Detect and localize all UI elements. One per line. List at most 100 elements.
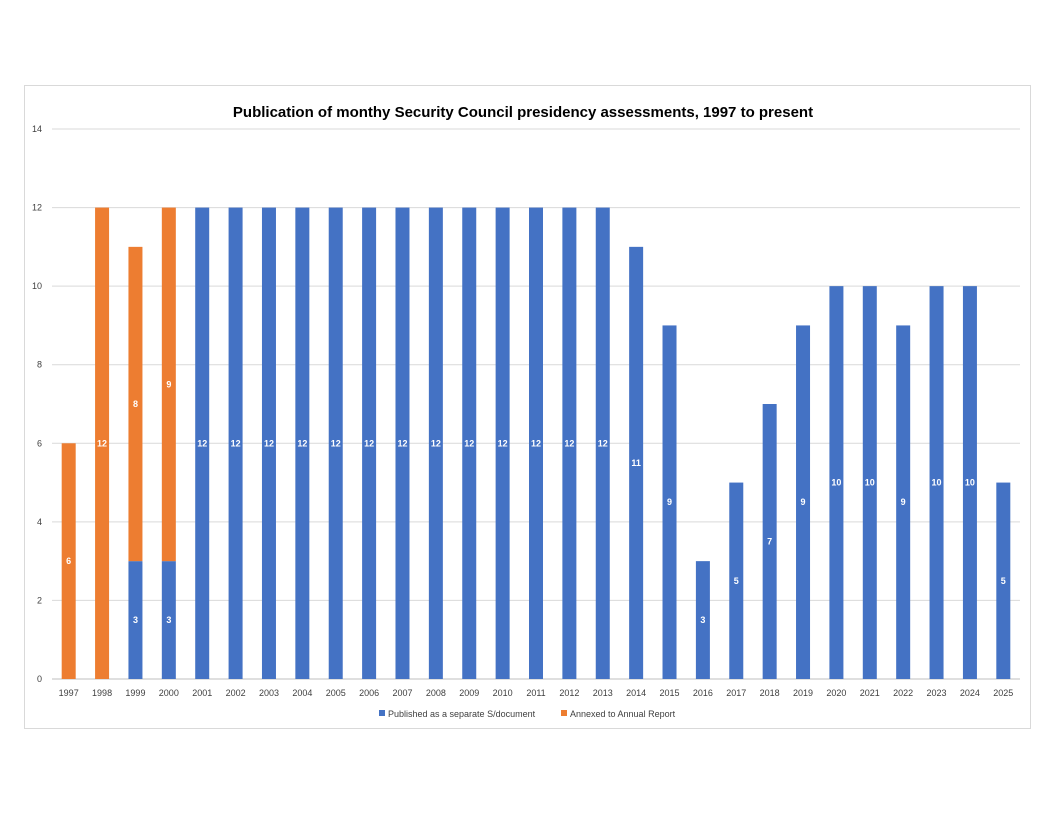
bar-published <box>729 482 744 679</box>
y-tick-label: 6 <box>37 438 42 448</box>
chart-area: Publication of monthy Security Council p… <box>24 85 1031 729</box>
x-tick-label: 2021 <box>860 688 880 698</box>
x-tick-label: 2004 <box>292 688 312 698</box>
bar-published <box>896 325 911 679</box>
data-label: 12 <box>331 438 341 448</box>
bar-published <box>428 207 443 680</box>
x-tick-label: 2016 <box>693 688 713 698</box>
data-label: 3 <box>700 615 705 625</box>
bar-published <box>762 404 777 679</box>
data-label: 10 <box>865 478 875 488</box>
bar-published <box>962 286 977 679</box>
bar-published <box>862 286 877 679</box>
x-tick-label: 2001 <box>192 688 212 698</box>
data-label: 5 <box>1001 576 1006 586</box>
bar-annexed <box>128 246 143 562</box>
x-tick-label: 2008 <box>426 688 446 698</box>
bar-published <box>529 207 543 680</box>
bar-published <box>161 561 176 679</box>
legend-label-annexed: Annexed to Annual Report <box>570 709 676 719</box>
bar-published <box>595 207 610 680</box>
x-tick-label: 2017 <box>726 688 746 698</box>
data-label: 12 <box>97 438 107 448</box>
bar-published <box>829 286 844 679</box>
x-axis: 1997 1998 1999 2000 2001 2002 2003 2004 2005 2006… <box>59 688 1014 698</box>
x-tick-label: 2013 <box>593 688 613 698</box>
y-tick-label: 14 <box>32 124 42 134</box>
x-tick-label: 2006 <box>359 688 379 698</box>
x-tick-label: 2019 <box>793 688 813 698</box>
data-label: 7 <box>767 537 772 547</box>
x-tick-label: 2014 <box>626 688 646 698</box>
data-label: 12 <box>397 438 407 448</box>
chart-title: Publication of monthy Security Council p… <box>233 104 813 121</box>
x-tick-label: 2012 <box>559 688 579 698</box>
legend-swatch-annexed <box>561 710 567 716</box>
data-label: 12 <box>264 438 274 448</box>
data-label: 12 <box>197 438 207 448</box>
x-tick-label: 2022 <box>893 688 913 698</box>
bar-annexed <box>61 443 76 679</box>
legend-swatch-published <box>379 710 385 716</box>
data-label: 9 <box>901 497 906 507</box>
data-label: 12 <box>598 438 608 448</box>
bar-published <box>929 286 944 679</box>
x-tick-label: 2024 <box>960 688 980 698</box>
bar-published <box>362 207 377 680</box>
x-tick-label: 1998 <box>92 688 112 698</box>
bar-published <box>195 207 210 680</box>
x-tick-label: 2005 <box>326 688 346 698</box>
bar-published <box>395 207 410 680</box>
data-label: 12 <box>564 438 574 448</box>
y-tick-label: 2 <box>37 595 42 605</box>
y-tick-label: 8 <box>37 360 42 370</box>
x-tick-label: 2003 <box>259 688 279 698</box>
bar-annexed <box>161 207 176 562</box>
bar-published <box>261 207 276 680</box>
bar-published <box>328 207 343 680</box>
data-label: 8 <box>133 399 138 409</box>
data-label: 10 <box>831 478 841 488</box>
y-axis: 0 2 4 6 8 10 12 14 <box>32 124 42 684</box>
data-label: 9 <box>667 497 672 507</box>
bar-published <box>128 561 143 679</box>
bar-published <box>495 207 510 680</box>
data-label: 12 <box>531 438 541 448</box>
data-label: 12 <box>297 438 307 448</box>
bar-annexed <box>95 207 110 680</box>
bar-published <box>996 482 1011 679</box>
x-tick-label: 2023 <box>927 688 947 698</box>
chart-svg: Publication of monthy Security Council p… <box>32 104 1020 719</box>
data-label: 3 <box>166 615 171 625</box>
data-label: 9 <box>166 379 171 389</box>
data-label: 12 <box>431 438 441 448</box>
x-tick-label: 2002 <box>226 688 246 698</box>
data-label: 6 <box>66 556 71 566</box>
x-tick-label: 2015 <box>660 688 680 698</box>
data-label: 10 <box>965 478 975 488</box>
bar-published <box>695 561 710 679</box>
bar-published <box>629 246 644 679</box>
x-tick-label: 2018 <box>760 688 780 698</box>
data-label: 5 <box>734 576 739 586</box>
data-label: 12 <box>464 438 474 448</box>
x-tick-label: 1999 <box>125 688 145 698</box>
y-tick-label: 12 <box>32 203 42 213</box>
x-tick-label: 2025 <box>993 688 1013 698</box>
x-tick-label: 2007 <box>392 688 412 698</box>
y-tick-label: 0 <box>37 674 42 684</box>
bar-published <box>462 207 477 680</box>
y-tick-label: 10 <box>32 281 42 291</box>
bar-published <box>562 207 577 680</box>
data-label: 11 <box>631 458 641 468</box>
x-tick-label: 2011 <box>526 688 545 698</box>
bar-published <box>295 207 310 680</box>
data-label: 9 <box>801 497 806 507</box>
legend: Published as a separate S/document Annex… <box>379 709 676 719</box>
legend-label-published: Published as a separate S/document <box>388 709 536 719</box>
x-tick-label: 2020 <box>826 688 846 698</box>
plot-bars: 6 12 3 8 3 9 12 12 12 12 12 12 12 12 12 12 12 12 12 11 9 3 5 7 9… <box>61 207 1011 680</box>
bar-published <box>662 325 677 679</box>
data-label: 12 <box>231 438 241 448</box>
data-label: 12 <box>498 438 508 448</box>
